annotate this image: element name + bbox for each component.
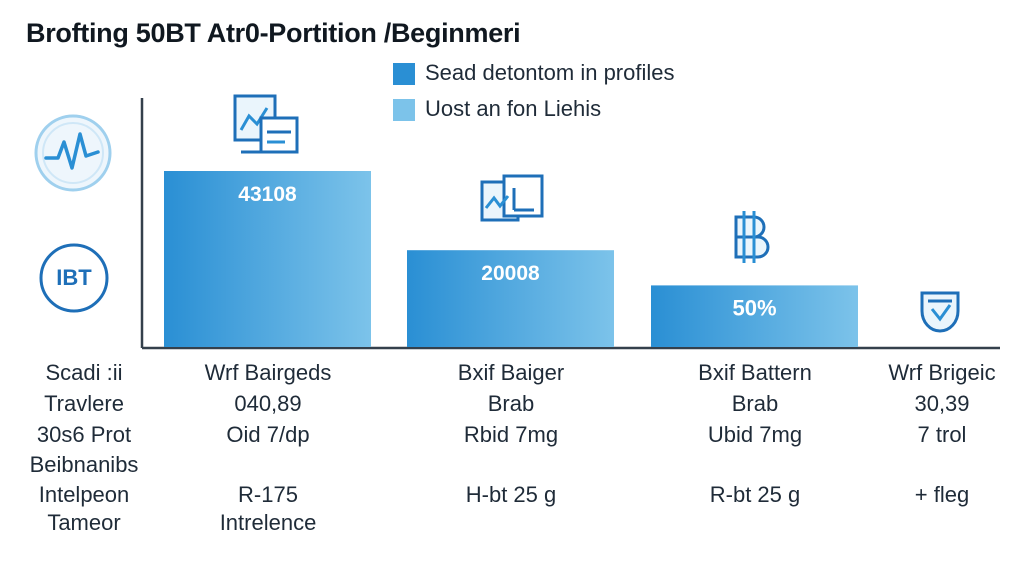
table-cell: H-bt 25 g bbox=[465, 482, 557, 507]
legend-label-series-1: Sead detontom in profiles bbox=[425, 60, 675, 85]
heartbeat-circle-icon bbox=[32, 112, 114, 194]
table-cell: Oid 7/dp bbox=[226, 422, 310, 447]
row-label-1: Scadi :ii bbox=[45, 360, 123, 385]
bitcoin-icon bbox=[734, 211, 770, 263]
bar-1 bbox=[164, 171, 371, 347]
table-cell: Bxif Battern bbox=[698, 360, 812, 385]
table-cell: 7 trol bbox=[917, 422, 967, 447]
bar-value-label-1: 43108 bbox=[238, 183, 297, 206]
table-cell: + fleg bbox=[914, 482, 970, 507]
table-cell: Rbid 7mg bbox=[463, 422, 559, 447]
legend-swatch-series-1 bbox=[393, 63, 415, 85]
row-label-6: Tameor bbox=[47, 510, 121, 535]
chart-frame-icon bbox=[480, 174, 544, 222]
bar-value-label-3: 50% bbox=[732, 295, 776, 320]
row-label-5: Intelpeon bbox=[38, 482, 130, 507]
row-label-4: Beibnanibs bbox=[29, 452, 139, 477]
legend-swatch-series-2 bbox=[393, 99, 415, 121]
table-cell: Bxif Baiger bbox=[457, 360, 565, 385]
bar-2 bbox=[407, 250, 614, 347]
table-cell: 040,89 bbox=[234, 391, 302, 416]
table-cell: Brab bbox=[487, 391, 535, 416]
table-cell: Wrf Bairgeds bbox=[204, 360, 332, 385]
shield-icon bbox=[920, 291, 960, 333]
table-cell: R-bt 25 g bbox=[709, 482, 801, 507]
table-cell: R-175 bbox=[238, 482, 298, 507]
ibt-badge: IBT bbox=[38, 242, 110, 314]
table-cell: Wrf Brigeic bbox=[888, 360, 996, 385]
bar-value-label-2: 20008 bbox=[481, 262, 540, 285]
chart-board-icon bbox=[233, 94, 299, 154]
row-label-3: 30s6 Prot bbox=[36, 422, 132, 447]
table-cell: Ubid 7mg bbox=[707, 422, 803, 447]
table-cell: Intrelence bbox=[219, 510, 317, 535]
table-cell: Brab bbox=[731, 391, 779, 416]
row-label-2: Travlere bbox=[44, 391, 124, 416]
legend-label-series-2: Uost an fon Liehis bbox=[425, 96, 602, 121]
bar-3 bbox=[651, 285, 858, 347]
ibt-badge-label: IBT bbox=[56, 265, 92, 290]
chart-title: Brofting 50BT Atr0-Portition /Beginmeri bbox=[26, 18, 521, 48]
table-cell: 30,39 bbox=[914, 391, 970, 416]
